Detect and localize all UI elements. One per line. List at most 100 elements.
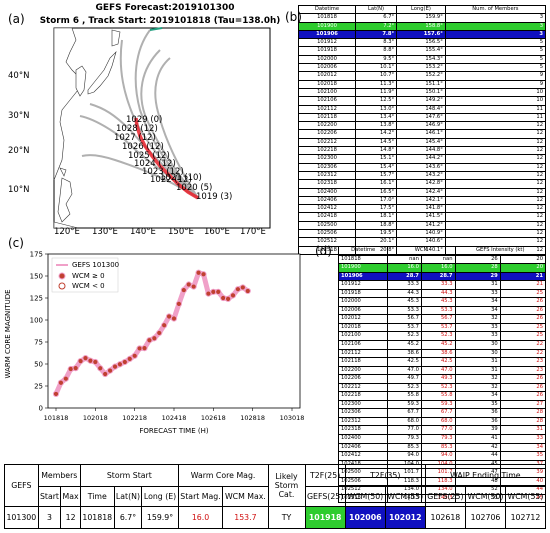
- pressure-annotation: 1020 (5): [176, 183, 212, 193]
- table-cell: 53.7: [387, 322, 422, 333]
- table-cell: 17.5°: [354, 204, 398, 214]
- table-cell: 152.2°: [396, 71, 446, 81]
- table-cell: 16.0: [420, 263, 456, 273]
- pressure-annotation: 1022 (12): [150, 175, 192, 185]
- table-cell: 59.3: [387, 399, 422, 410]
- table-cell: 31: [454, 365, 501, 376]
- table-cell: 29: [454, 271, 501, 282]
- table-cell: nan: [387, 254, 422, 265]
- table-cell: 31: [499, 425, 547, 436]
- wcm-point: [195, 269, 202, 276]
- table-cell: 25: [499, 288, 547, 299]
- table-cell: 12: [444, 162, 547, 172]
- wcm-point: [165, 313, 173, 320]
- table-cell: 102206: [298, 129, 356, 139]
- table-row: 102000 45.3 45.3 34 26: [337, 297, 547, 307]
- lon-label: 120°E: [54, 227, 80, 235]
- table-cell: 45.2: [420, 340, 456, 350]
- wcm-point: [224, 295, 232, 302]
- table-cell: 67.7: [420, 408, 456, 418]
- table-cell: 34: [454, 305, 501, 316]
- table-subheader: Start Mag.: [177, 486, 224, 507]
- table-cell: 102318: [337, 425, 389, 436]
- table-row: 102406 17.0° 142.1° 12: [298, 195, 547, 206]
- table-cell: 33: [454, 331, 501, 341]
- table-cell: 101906: [298, 29, 356, 40]
- table-cell: 8.8°: [354, 46, 398, 56]
- table-cell: 102112: [337, 348, 389, 359]
- table-cell: 34: [454, 297, 501, 307]
- table-cell: 101900: [337, 263, 389, 273]
- table-header: Lat(N): [354, 4, 398, 15]
- table-cell: 59.3: [420, 399, 456, 410]
- table-cell: 31: [454, 280, 501, 290]
- table-cell: 28: [499, 416, 547, 427]
- table-cell: 158.8°: [396, 21, 446, 31]
- table-cell: 146.1°: [396, 129, 446, 139]
- x-tick-label: 103018: [280, 414, 305, 422]
- table-cell: 10.1°: [354, 63, 398, 73]
- lon-label: 170°E: [240, 227, 266, 235]
- table-cell: 141.5°: [396, 212, 446, 222]
- wcm-point: [239, 284, 246, 291]
- table-cell: 28: [454, 263, 501, 273]
- table-header: Datetime: [337, 246, 389, 256]
- table-header: Long(E): [396, 4, 446, 15]
- table-cell: 49.7: [387, 374, 422, 384]
- x-tick-label: 102618: [201, 414, 226, 422]
- table-row: 102400 79.3 79.3 41 33: [337, 434, 547, 444]
- table-cell: 33: [454, 288, 501, 299]
- table-row: 102406 85.3 85.3 42 34: [337, 442, 547, 453]
- pressure-annotation: 1024 (12): [134, 159, 176, 169]
- table-row: 102312 68.0 68.0 36 28: [337, 416, 547, 427]
- table-subheader: WCM(50): [344, 486, 386, 507]
- table-header: GEFS Intensity (kt): [454, 246, 547, 256]
- table-cell: 26: [454, 254, 501, 265]
- table-cell: 102106: [298, 96, 356, 106]
- pressure-annotation: 1029 (0): [126, 115, 162, 125]
- table-cell: 31: [454, 357, 501, 367]
- table-cell: 32: [454, 314, 501, 324]
- table-row: 102112 13.0° 148.4° 11: [298, 104, 547, 114]
- y-tick-label: 25: [34, 383, 43, 391]
- wcm-point: [116, 361, 124, 368]
- table-cell: 102406: [298, 195, 356, 206]
- table-cell: 101918: [304, 506, 346, 529]
- table-row: 101818 nan nan 26 20: [337, 254, 547, 265]
- table-cell: 53.7: [420, 322, 456, 333]
- table-cell: 26: [499, 314, 547, 324]
- table-cell: 21: [499, 271, 547, 282]
- table-row: 102318 16.1° 142.8° 12: [298, 179, 547, 189]
- table-header: T2F(35): [344, 464, 426, 487]
- table-row: 101906 28.7 28.7 29 21: [337, 271, 547, 282]
- table-cell: TY: [267, 506, 306, 529]
- table-cell: 101300: [4, 506, 39, 529]
- table-cell: 47.0: [387, 365, 422, 376]
- table-subheader: Max: [60, 486, 81, 507]
- table-row: 102300 59.3 59.3 35 27: [337, 399, 547, 410]
- wcm-point: [97, 365, 104, 372]
- wcm-point: [106, 367, 114, 374]
- table-cell: 47.0: [420, 365, 456, 376]
- table-cell: 153.7: [222, 506, 269, 529]
- table-cell: 12: [444, 146, 547, 156]
- legend-open-label: WCM < 0: [72, 282, 105, 290]
- pressure-annotation: 1025 (12): [128, 151, 170, 161]
- table-cell: 102118: [298, 112, 356, 123]
- table-row: 102018 11.3° 151.1° 9: [298, 79, 547, 89]
- table-cell: 102400: [298, 187, 356, 197]
- table-cell: 22: [499, 348, 547, 359]
- table-cell: 52.3: [387, 382, 422, 393]
- lat-label: 30°N: [8, 111, 29, 121]
- table-cell: 144.2°: [396, 154, 446, 164]
- table-cell: 55.8: [387, 391, 422, 401]
- table-cell: 3: [37, 506, 62, 529]
- table-header: WAIP Ending Time: [424, 464, 547, 487]
- table-cell: 23: [499, 357, 547, 367]
- table-row: 102306 67.7 67.7 36 28: [337, 408, 547, 418]
- table-cell: 3: [444, 21, 547, 31]
- table-cell: 148.4°: [396, 104, 446, 114]
- wcm-chart: WARM CORE MAGNITUDE FORECAST TIME (H) 0 2…: [4, 251, 305, 436]
- table-cell: 85.3: [420, 442, 456, 453]
- track-table: Datetime Lat(N) Long(E) Num. of Members …: [298, 4, 547, 255]
